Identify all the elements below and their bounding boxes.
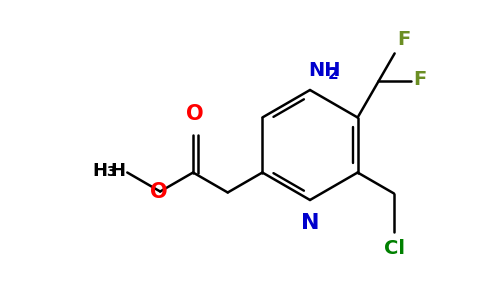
Text: 3: 3 xyxy=(106,166,115,179)
Text: H: H xyxy=(92,161,107,179)
Text: NH: NH xyxy=(308,61,341,80)
Text: F: F xyxy=(414,70,427,88)
Text: N: N xyxy=(301,213,319,233)
Text: O: O xyxy=(151,182,168,203)
Text: H: H xyxy=(110,161,125,179)
Text: O: O xyxy=(186,104,204,124)
Text: Cl: Cl xyxy=(383,239,405,259)
Text: F: F xyxy=(398,30,411,50)
Text: 2: 2 xyxy=(328,67,339,82)
